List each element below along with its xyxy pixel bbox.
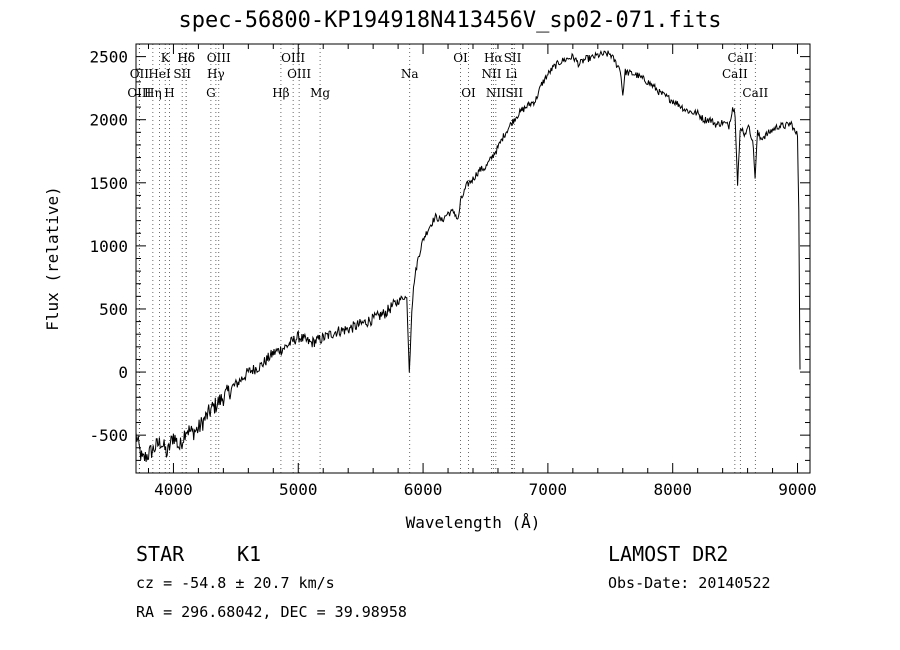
y-tick-label: 1500 (89, 174, 128, 193)
line-label: K (161, 51, 171, 65)
line-label: Li (506, 67, 518, 81)
x-tick-label: 5000 (279, 480, 318, 499)
line-label: Hδ (177, 51, 195, 65)
line-label: Mg (310, 86, 330, 100)
x-tick-label: 6000 (404, 480, 443, 499)
survey-name: LAMOST DR2 (608, 542, 729, 566)
y-tick-label: 500 (99, 300, 128, 319)
line-label: HeI (148, 67, 171, 81)
line-label: OI (461, 86, 476, 100)
line-label: OII (130, 67, 150, 81)
line-label: Hα (484, 51, 503, 65)
line-label: CaII (722, 67, 748, 81)
line-label: OIII (127, 86, 151, 100)
line-label: Hη (144, 86, 162, 100)
spectrum-series (135, 50, 801, 462)
object-subclass: K1 (237, 542, 262, 566)
line-label: Hβ (272, 86, 289, 100)
line-label: SII (505, 86, 523, 100)
line-label: OIII (281, 51, 305, 65)
line-label: Hγ (207, 67, 225, 81)
line-label: OIII (207, 51, 231, 65)
spectral-line-markers (138, 44, 756, 473)
x-tick-label: 9000 (778, 480, 817, 499)
line-label: CaII (727, 51, 753, 65)
x-tick-label: 4000 (154, 480, 193, 499)
spectrum-line (135, 50, 801, 462)
x-axis-label: Wavelength (Å) (406, 513, 541, 532)
x-tick-label: 8000 (653, 480, 692, 499)
line-label: NII (486, 86, 506, 100)
line-label: CaII (742, 86, 768, 100)
line-label: OI (453, 51, 468, 65)
y-tick-label: -500 (89, 426, 128, 445)
y-tick-label: 2500 (89, 48, 128, 67)
plot-frame (135, 43, 811, 474)
y-tick-label: 0 (118, 363, 128, 382)
observation-date: Obs-Date: 20140522 (608, 574, 771, 592)
line-label: G (206, 86, 216, 100)
line-label: H (164, 86, 174, 100)
y-axis-label: Flux (relative) (43, 186, 62, 331)
y-axis-ticks: -500 0 500 1000 1500 2000 2500 (89, 43, 810, 461)
x-axis-ticks: 4000 5000 6000 7000 8000 9000 (147, 44, 817, 499)
line-label: Na (401, 67, 419, 81)
line-label: NII (481, 67, 501, 81)
coordinates-info: RA = 296.68042, DEC = 39.98958 (136, 603, 407, 621)
line-label: SII (173, 67, 191, 81)
y-tick-label: 1000 (89, 237, 128, 256)
y-tick-label: 2000 (89, 111, 128, 130)
line-label: OIII (287, 67, 311, 81)
chart-title: spec-56800-KP194918N413456V_sp02-071.fit… (178, 8, 722, 33)
redshift-info: cz = -54.8 ± 20.7 km/s (136, 574, 335, 592)
x-tick-label: 7000 (529, 480, 568, 499)
object-class: STAR (136, 542, 185, 566)
line-label: Hδ (177, 51, 195, 65)
line-label: SII (504, 51, 522, 65)
